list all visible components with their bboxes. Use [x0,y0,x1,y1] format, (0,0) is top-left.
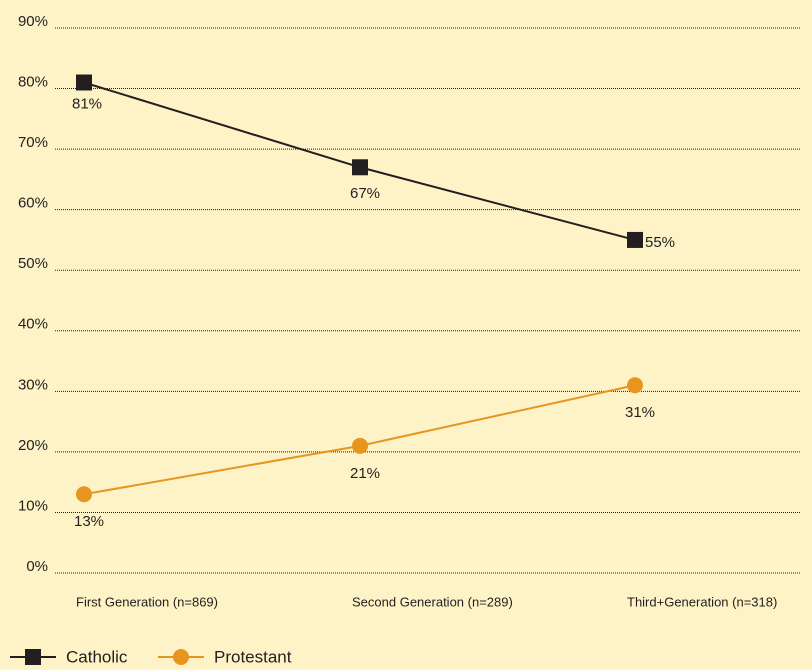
data-label: 31% [625,404,655,421]
legend-marker [25,649,41,665]
y-tick-label: 60% [18,195,48,212]
y-tick-label: 50% [18,255,48,272]
marker [352,159,368,176]
x-tick-label: Third+Generation (n=318) [627,594,777,609]
y-tick-label: 70% [18,134,48,151]
y-tick-label: 40% [18,316,48,333]
data-label: 55% [645,234,675,251]
marker [76,74,92,91]
legend-marker [173,649,189,665]
x-tick-label: Second Generation (n=289) [352,594,513,609]
y-tick-label: 10% [18,497,48,514]
marker [627,231,643,248]
data-label: 81% [72,95,102,112]
y-tick-label: 0% [26,558,48,575]
data-label: 21% [350,465,380,482]
y-tick-label: 80% [18,74,48,91]
data-label: 13% [74,513,104,530]
data-label: 67% [350,185,380,202]
legend-label: Catholic [66,647,128,666]
legend-label: Protestant [214,647,292,666]
x-tick-label: First Generation (n=869) [76,594,218,609]
y-tick-label: 20% [18,437,48,454]
marker [352,437,368,454]
y-tick-label: 90% [18,13,48,30]
marker [76,486,92,503]
y-tick-label: 30% [18,376,48,393]
marker [627,377,643,394]
